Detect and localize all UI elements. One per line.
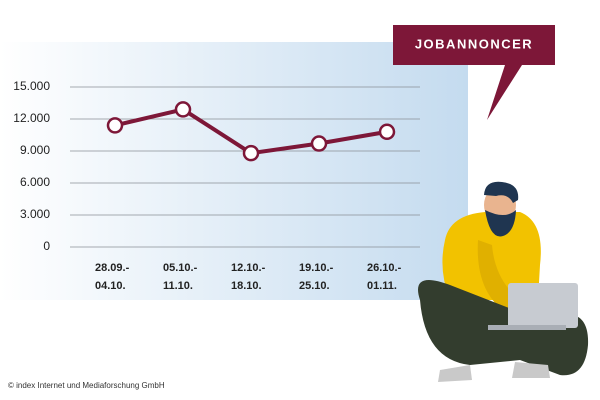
point <box>310 135 328 152</box>
point <box>106 117 124 134</box>
source: © index Internet und Mediaforschung GmbH <box>8 381 165 390</box>
x-tick-label: 28.09.- 04.10. <box>95 262 130 292</box>
y-tick-label: 9.000 <box>20 143 50 157</box>
shoe <box>512 362 550 378</box>
beard <box>485 210 516 237</box>
x-tick-label: 26.10.- 01.11. <box>367 262 402 292</box>
y-tick-label: 6.000 <box>20 175 50 189</box>
plot-background <box>0 42 468 300</box>
point <box>174 101 192 118</box>
x-tick-label: 19.10.- 25.10. <box>299 262 334 292</box>
hair <box>484 181 519 203</box>
y-tick-label: 15.000 <box>13 79 50 93</box>
plot-area: 0 3.000 6.000 9.000 12.000 15.000 <box>13 79 420 253</box>
x-tick-label: 12.10.- 18.10. <box>231 262 266 292</box>
laptop-base <box>488 325 566 330</box>
y-tick-label: 3.000 <box>20 207 50 221</box>
y-tick-label: 12.000 <box>13 111 50 125</box>
callout-box <box>393 25 555 120</box>
point <box>242 144 260 162</box>
point <box>378 123 396 141</box>
callout-text: JOBANNONCER <box>415 36 533 51</box>
laptop <box>508 283 578 328</box>
illustration <box>418 181 589 382</box>
shoe <box>438 365 472 382</box>
x-tick-label: 05.10.- 11.10. <box>163 262 198 292</box>
y-tick-label: 0 <box>43 239 50 253</box>
